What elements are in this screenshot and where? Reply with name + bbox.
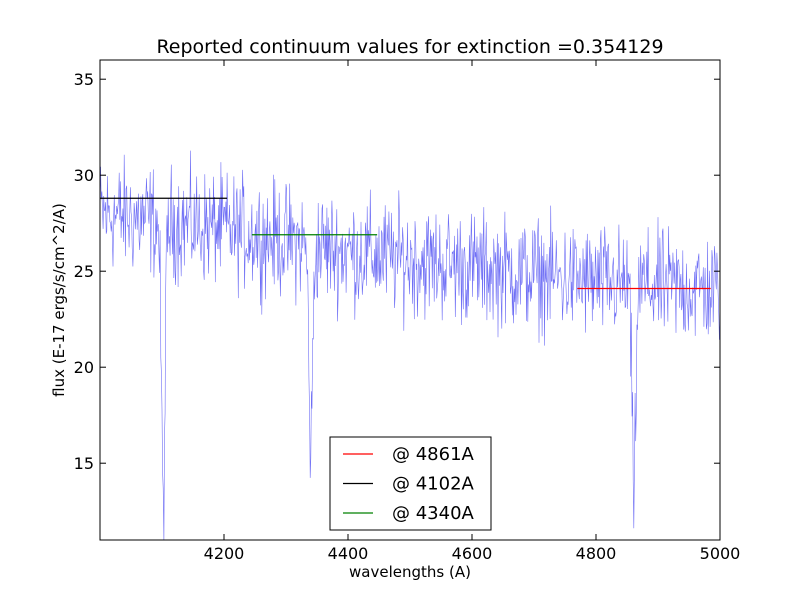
y-tick-label: 20 bbox=[74, 358, 94, 377]
y-tick-label: 35 bbox=[74, 70, 94, 89]
x-axis-label: wavelengths (A) bbox=[349, 563, 471, 581]
x-tick-label: 5000 bbox=[700, 544, 741, 563]
y-axis-label: flux (E-17 ergs/s/cm^2/A) bbox=[50, 203, 68, 397]
plot-area: 4200 4400 4600 4800 5000 15 20 25 30 35 bbox=[74, 59, 741, 563]
legend-label: @ 4102A bbox=[392, 474, 475, 495]
x-tick-label: 4800 bbox=[576, 544, 617, 563]
legend-label: @ 4340A bbox=[392, 503, 475, 524]
spectrum-line bbox=[100, 150, 720, 540]
legend: @ 4861A @ 4102A @ 4340A bbox=[329, 436, 492, 531]
legend-label: @ 4861A bbox=[392, 444, 475, 465]
y-tick-label: 30 bbox=[74, 166, 94, 185]
plot-frame bbox=[99, 59, 721, 541]
y-tick-label: 15 bbox=[74, 454, 94, 473]
chart-title: Reported continuum values for extinction… bbox=[156, 36, 663, 58]
x-tick-label: 4400 bbox=[328, 544, 369, 563]
x-tick-label: 4600 bbox=[452, 544, 493, 563]
x-tick-label: 4200 bbox=[204, 544, 245, 563]
y-tick-label: 25 bbox=[74, 262, 94, 281]
